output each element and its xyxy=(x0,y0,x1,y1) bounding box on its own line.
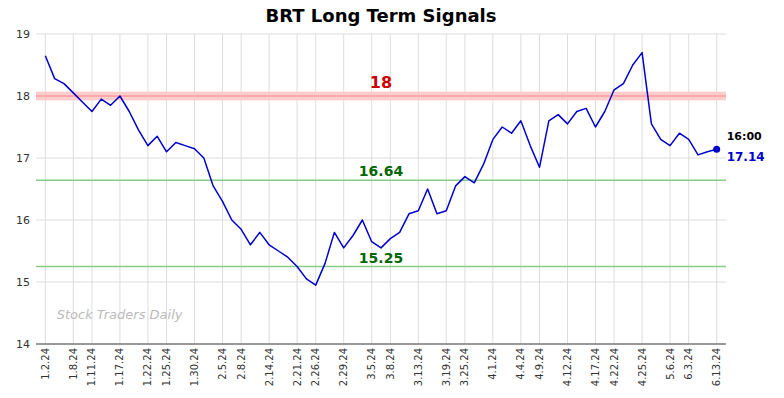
y-tick-label: 18 xyxy=(16,90,30,103)
x-grid-line xyxy=(166,34,167,344)
x-tick-label: 3.25.24 xyxy=(459,348,470,386)
price-line xyxy=(45,53,716,286)
y-grid-line xyxy=(36,282,726,283)
y-tick-label: 17 xyxy=(16,152,30,165)
last-price: 17.14 xyxy=(727,150,765,164)
x-tick-label: 2.5.24 xyxy=(217,348,228,380)
x-grid-line xyxy=(119,34,120,344)
y-tick-label: 15 xyxy=(16,276,30,289)
x-tick-label: 4.12.24 xyxy=(562,348,573,386)
y-grid-line xyxy=(36,158,726,159)
x-tick-label: 2.26.24 xyxy=(310,348,321,386)
x-tick-label: 1.11.24 xyxy=(86,348,97,386)
x-grid-line xyxy=(716,34,717,344)
y-tick-label: 14 xyxy=(16,338,30,351)
x-tick-label: 1.22.24 xyxy=(142,348,153,386)
x-grid-line xyxy=(520,34,521,344)
x-grid-line xyxy=(464,34,465,344)
x-tick-label: 2.21.24 xyxy=(292,348,303,386)
x-grid-line xyxy=(567,34,568,344)
x-grid-line xyxy=(595,34,596,344)
x-grid-line xyxy=(147,34,148,344)
x-grid-line xyxy=(418,34,419,344)
x-tick-label: 1.2.24 xyxy=(40,348,51,380)
x-tick-label: 3.19.24 xyxy=(441,348,452,386)
x-tick-label: 1.30.24 xyxy=(189,348,200,386)
x-tick-label: 6.13.24 xyxy=(711,348,722,386)
signal-label: 15.25 xyxy=(359,250,403,266)
x-grid-line xyxy=(194,34,195,344)
x-tick-label: 4.4.24 xyxy=(515,348,526,380)
x-tick-label: 4.1.24 xyxy=(487,348,498,380)
y-grid-line xyxy=(36,220,726,221)
x-grid-line xyxy=(45,34,46,344)
x-grid-line xyxy=(315,34,316,344)
x-grid-line xyxy=(343,34,344,344)
x-grid-line xyxy=(492,34,493,344)
x-grid-line xyxy=(688,34,689,344)
signal-label: 16.64 xyxy=(359,163,404,179)
x-axis-line xyxy=(36,344,726,345)
signal-band xyxy=(36,92,726,101)
x-grid-line xyxy=(222,34,223,344)
x-tick-label: 4.9.24 xyxy=(534,348,545,380)
x-grid-line xyxy=(642,34,643,344)
x-tick-label: 2.29.24 xyxy=(338,348,349,386)
y-grid-line xyxy=(36,96,726,97)
x-grid-line xyxy=(269,34,270,344)
title: BRT Long Term Signals xyxy=(266,5,497,26)
x-grid-line xyxy=(446,34,447,344)
watermark: Stock Traders Daily xyxy=(57,307,183,322)
x-tick-label: 6.3.24 xyxy=(683,348,694,380)
x-tick-label: 3.8.24 xyxy=(385,348,396,380)
x-tick-label: 4.17.24 xyxy=(590,348,601,386)
y-tick-label: 19 xyxy=(16,28,30,41)
x-tick-label: 4.25.24 xyxy=(637,348,648,386)
signal-label: 18 xyxy=(370,73,392,92)
x-grid-line xyxy=(297,34,298,344)
x-tick-label: 3.13.24 xyxy=(413,348,424,386)
y-tick-label: 16 xyxy=(16,214,30,227)
x-tick-label: 3.5.24 xyxy=(366,348,377,380)
x-tick-label: 1.8.24 xyxy=(68,348,79,380)
last-point xyxy=(713,146,720,153)
x-grid-line xyxy=(614,34,615,344)
x-tick-label: 4.22.24 xyxy=(609,348,620,386)
chart: 14 15 16 17 18 19 1.2.24 1.8.24 1.11.24 1.17.24 1.… xyxy=(0,0,784,398)
x-tick-label: 5.6.24 xyxy=(665,348,676,380)
x-grid-line xyxy=(241,34,242,344)
signal-line xyxy=(36,180,726,182)
x-grid-line xyxy=(91,34,92,344)
x-grid-line xyxy=(670,34,671,344)
x-tick-label: 1.17.24 xyxy=(114,348,125,386)
x-tick-label: 2.8.24 xyxy=(236,348,247,380)
signal-line xyxy=(36,96,726,97)
grid xyxy=(36,34,726,344)
x-tick-label: 2.14.24 xyxy=(264,348,275,386)
x-tick-label: 1.25.24 xyxy=(161,348,172,386)
x-grid-line xyxy=(73,34,74,344)
signal-line xyxy=(36,266,726,268)
x-grid-line xyxy=(539,34,540,344)
y-grid-line xyxy=(36,344,726,345)
last-time: 16:00 xyxy=(727,130,762,143)
y-grid-line xyxy=(36,34,726,35)
plot-area xyxy=(36,53,726,286)
